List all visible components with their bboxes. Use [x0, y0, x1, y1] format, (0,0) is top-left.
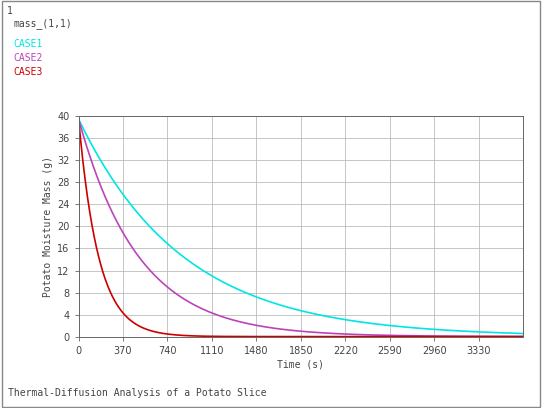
CASE1 — [265, 299, 272, 304]
CASE3 — [126, 317, 133, 322]
CASE1 — [126, 200, 133, 205]
CASE2 — [520, 334, 526, 339]
Text: CASE2: CASE2 — [14, 53, 43, 63]
CASE1 — [152, 230, 159, 235]
CASE3 — [246, 334, 252, 339]
CASE2 — [265, 325, 272, 330]
X-axis label: Time (s): Time (s) — [278, 360, 324, 370]
CASE2 — [75, 117, 82, 122]
CASE2 — [152, 274, 159, 279]
Text: 1: 1 — [7, 6, 12, 16]
CASE1 — [246, 292, 252, 297]
Text: Thermal-Diffusion Analysis of a Potato Slice: Thermal-Diffusion Analysis of a Potato S… — [8, 388, 267, 398]
CASE3 — [520, 334, 526, 339]
CASE1 — [511, 331, 518, 336]
CASE1 — [463, 329, 470, 334]
Line: CASE2: CASE2 — [79, 119, 523, 337]
CASE2 — [463, 334, 470, 339]
CASE3 — [75, 117, 82, 122]
Y-axis label: Potato Moisture Mass (g): Potato Moisture Mass (g) — [43, 156, 53, 297]
CASE3 — [152, 330, 159, 335]
CASE2 — [246, 322, 252, 326]
CASE3 — [265, 334, 272, 339]
CASE2 — [511, 334, 518, 339]
CASE1 — [520, 331, 526, 336]
CASE2 — [126, 241, 133, 246]
Text: mass_(1,1): mass_(1,1) — [14, 18, 72, 29]
CASE1 — [75, 117, 82, 122]
Line: CASE3: CASE3 — [79, 119, 523, 337]
Line: CASE1: CASE1 — [79, 119, 523, 333]
CASE3 — [511, 334, 518, 339]
Text: CASE1: CASE1 — [14, 39, 43, 49]
Text: CASE3: CASE3 — [14, 67, 43, 78]
CASE3 — [463, 334, 470, 339]
